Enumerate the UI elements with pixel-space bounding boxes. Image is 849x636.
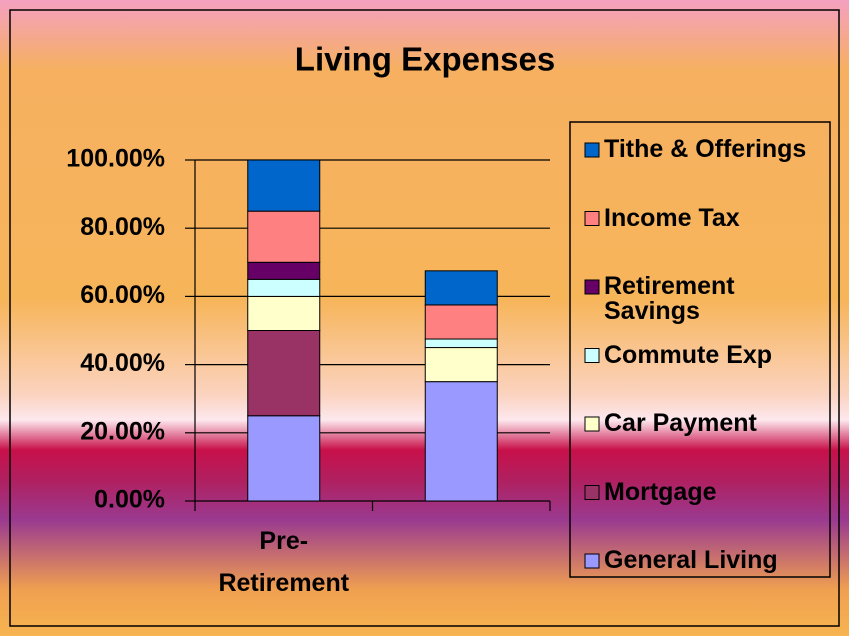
bar-segment: [247, 415, 321, 502]
y-tick-label: 80.00%: [80, 213, 165, 241]
legend-label: General Living: [604, 546, 778, 574]
legend-label: Commute Exp: [604, 340, 773, 369]
bar-segment: [424, 304, 498, 340]
legend-label: Car Payment: [604, 409, 757, 437]
chart-title: Living Expenses: [295, 41, 555, 78]
bar-segment: [247, 330, 321, 417]
bar-segment: [424, 338, 498, 349]
legend-swatch: [584, 211, 600, 226]
legend-swatch: [584, 553, 600, 569]
bar-segment: [247, 278, 321, 297]
bar-segment: [247, 295, 321, 331]
legend-swatch: [584, 142, 600, 158]
legend-swatch: [584, 485, 600, 500]
legend-swatch: [584, 416, 600, 432]
y-tick-label: 60.00%: [80, 281, 165, 309]
legend-label: Income Tax: [604, 203, 740, 232]
legend-swatch: [584, 279, 600, 295]
legend-label: Mortgage: [604, 477, 717, 506]
bar-segment: [424, 270, 498, 306]
bar-segment: [424, 347, 498, 383]
legend-box: [569, 121, 831, 578]
y-tick-label: 40.00%: [80, 349, 165, 377]
bar-segment: [424, 381, 498, 502]
y-tick-label: 20.00%: [80, 417, 165, 445]
bar-segment: [247, 210, 321, 263]
x-tick-label: Pre-Retirement: [218, 527, 350, 597]
bar-segment: [247, 261, 321, 280]
legend-label: Retirement Savings: [604, 272, 735, 325]
y-tick-label: 0.00%: [94, 486, 165, 514]
chart-border: [9, 9, 840, 627]
bar-segment: [247, 159, 321, 212]
legend-label: Tithe & Offerings: [604, 135, 807, 163]
y-tick-label: 100.00%: [66, 145, 165, 173]
legend-swatch: [584, 348, 600, 363]
